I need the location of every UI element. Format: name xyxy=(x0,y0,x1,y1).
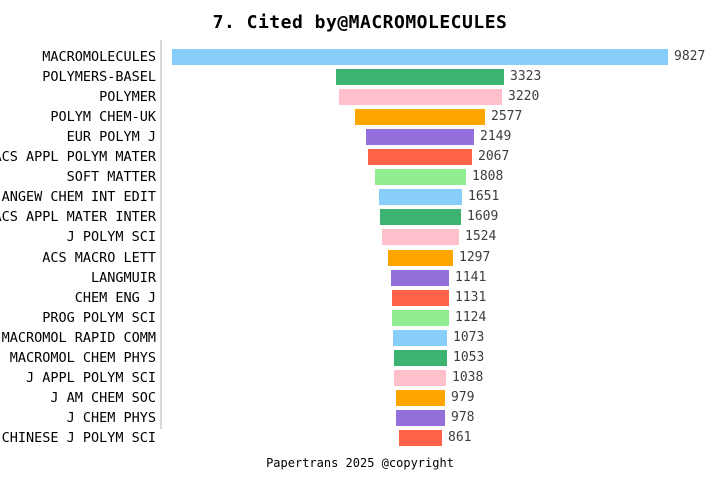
category-label: J APPL POLYM SCI xyxy=(25,370,156,386)
value-label: 1124 xyxy=(455,310,487,325)
value-label: 1808 xyxy=(472,169,504,184)
bar-langmuir xyxy=(391,270,449,286)
bar-polymers-basel xyxy=(336,69,504,85)
value-label: 3323 xyxy=(510,69,542,84)
value-label: 861 xyxy=(448,430,472,445)
bar-acs-appl-mater-inter xyxy=(380,209,461,225)
bar-macromol-chem-phys xyxy=(394,350,447,366)
bar-macromol-rapid-comm xyxy=(393,330,447,346)
bar-polymer xyxy=(339,89,502,105)
category-label: ACS APPL POLYM MATER xyxy=(0,149,156,165)
category-label: PROG POLYM SCI xyxy=(42,310,156,326)
bar-j-polym-sci xyxy=(382,229,459,245)
category-label: POLYM CHEM-UK xyxy=(50,109,156,125)
category-label: J AM CHEM SOC xyxy=(50,390,156,406)
value-label: 1073 xyxy=(453,330,485,345)
category-label: SOFT MATTER xyxy=(66,169,156,185)
value-label: 979 xyxy=(451,390,475,405)
value-label: 978 xyxy=(451,410,475,425)
bar-j-am-chem-soc xyxy=(396,390,445,406)
category-label: MACROMOL RAPID COMM xyxy=(1,330,156,346)
bar-macromolecules xyxy=(172,49,668,65)
category-label: POLYMERS-BASEL xyxy=(42,69,156,85)
y-axis-line xyxy=(160,40,162,429)
value-label: 9827 xyxy=(674,49,706,64)
value-label: 3220 xyxy=(508,89,540,104)
bar-soft-matter xyxy=(375,169,466,185)
value-label: 2577 xyxy=(491,109,523,124)
category-label: CHEM ENG J xyxy=(74,290,156,306)
value-label: 1038 xyxy=(452,370,484,385)
category-label: J POLYM SCI xyxy=(66,229,156,245)
category-label: EUR POLYM J xyxy=(66,129,156,145)
category-label: CHINESE J POLYM SCI xyxy=(1,430,156,446)
value-label: 2149 xyxy=(480,129,512,144)
category-label: ACS APPL MATER INTER xyxy=(0,209,156,225)
bar-acs-macro-lett xyxy=(388,250,453,266)
value-label: 1141 xyxy=(455,270,487,285)
chart-title: 7. Cited by@MACROMOLECULES xyxy=(212,12,508,33)
value-label: 1524 xyxy=(465,229,497,244)
category-label: ANGEW CHEM INT EDIT xyxy=(1,189,156,205)
bar-angew-chem-int-edit xyxy=(379,189,462,205)
category-label: POLYMER xyxy=(99,89,156,105)
value-label: 2067 xyxy=(478,149,510,164)
category-label: MACROMOL CHEM PHYS xyxy=(9,350,156,366)
category-label: LANGMUIR xyxy=(90,270,156,286)
category-label: J CHEM PHYS xyxy=(66,410,156,426)
bar-prog-polym-sci xyxy=(392,310,449,326)
value-label: 1651 xyxy=(468,189,500,204)
copyright-text: Papertrans 2025 @copyright xyxy=(266,456,454,470)
value-label: 1131 xyxy=(455,290,487,305)
bar-j-chem-phys xyxy=(396,410,445,426)
bar-chinese-j-polym-sci xyxy=(399,430,442,446)
bar-chem-eng-j xyxy=(392,290,449,306)
bar-j-appl-polym-sci xyxy=(394,370,446,386)
bar-eur-polym-j xyxy=(366,129,474,145)
value-label: 1297 xyxy=(459,250,491,265)
category-label: MACROMOLECULES xyxy=(42,49,156,65)
category-label: ACS MACRO LETT xyxy=(42,250,156,266)
bar-polym-chem-uk xyxy=(355,109,485,125)
bar-acs-appl-polym-mater xyxy=(368,149,472,165)
value-label: 1053 xyxy=(453,350,485,365)
value-label: 1609 xyxy=(467,209,499,224)
